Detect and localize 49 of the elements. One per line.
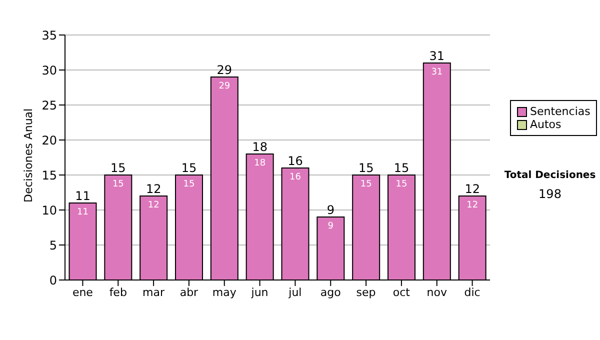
total-label: 9 xyxy=(326,203,334,217)
data-label: 9 xyxy=(328,221,334,232)
y-tick-label: 15 xyxy=(42,168,57,182)
x-tick-label: dic xyxy=(464,286,480,299)
x-tick-label: ago xyxy=(320,286,342,299)
y-tick-label: 25 xyxy=(42,98,57,112)
text: Total Decisiones xyxy=(503,170,597,181)
total-label: 16 xyxy=(288,154,303,168)
x-tick-label: jul xyxy=(288,286,302,299)
data-label: 16 xyxy=(290,172,302,182)
y-tick-label: 0 xyxy=(49,273,57,288)
y-tick-label: 5 xyxy=(49,238,57,252)
data-label: 15 xyxy=(112,179,124,190)
y-tick-label: 30 xyxy=(42,63,57,78)
data-label: 15 xyxy=(183,179,195,190)
y-axis-title: Decisiones Anual xyxy=(22,108,35,202)
total-label: 15 xyxy=(358,161,374,175)
total-label: 31 xyxy=(429,49,445,63)
y-tick-label: 35 xyxy=(42,28,57,42)
y-tick-label: 10 xyxy=(42,203,57,218)
data-label: 15 xyxy=(396,179,408,190)
data-label: 12 xyxy=(148,200,160,210)
x-tick-label: oct xyxy=(392,286,411,299)
total-label: 12 xyxy=(146,182,162,196)
legend-label: Autos xyxy=(530,118,562,131)
x-tick-label: abr xyxy=(180,286,199,299)
total-label: 29 xyxy=(216,63,232,77)
y-tick-label: 20 xyxy=(42,133,57,148)
data-label: 12 xyxy=(466,200,478,210)
total-label: 18 xyxy=(252,140,268,154)
x-tick-label: may xyxy=(212,286,237,299)
total-label: 15 xyxy=(181,161,197,175)
data-label: 15 xyxy=(360,179,372,190)
text: 198 xyxy=(538,187,562,201)
x-tick-label: jun xyxy=(250,286,268,299)
total-label: 15 xyxy=(110,161,126,175)
data-label: 29 xyxy=(218,81,230,92)
x-tick-label: sep xyxy=(356,286,376,299)
x-tick-label: feb xyxy=(109,286,127,299)
x-tick-label: nov xyxy=(426,286,448,299)
x-tick-label: mar xyxy=(142,286,166,299)
total-label: 15 xyxy=(394,161,410,175)
data-label: 11 xyxy=(77,207,88,218)
data-label: 18 xyxy=(254,158,266,168)
total-label: 11 xyxy=(75,189,90,203)
total-label: 12 xyxy=(464,182,480,196)
x-tick-label: ene xyxy=(72,286,94,299)
data-label: 31 xyxy=(431,67,443,78)
legend-label: Sentencias xyxy=(530,105,590,118)
